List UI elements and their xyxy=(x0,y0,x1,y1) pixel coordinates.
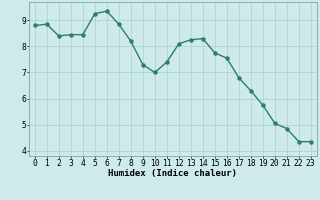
X-axis label: Humidex (Indice chaleur): Humidex (Indice chaleur) xyxy=(108,169,237,178)
